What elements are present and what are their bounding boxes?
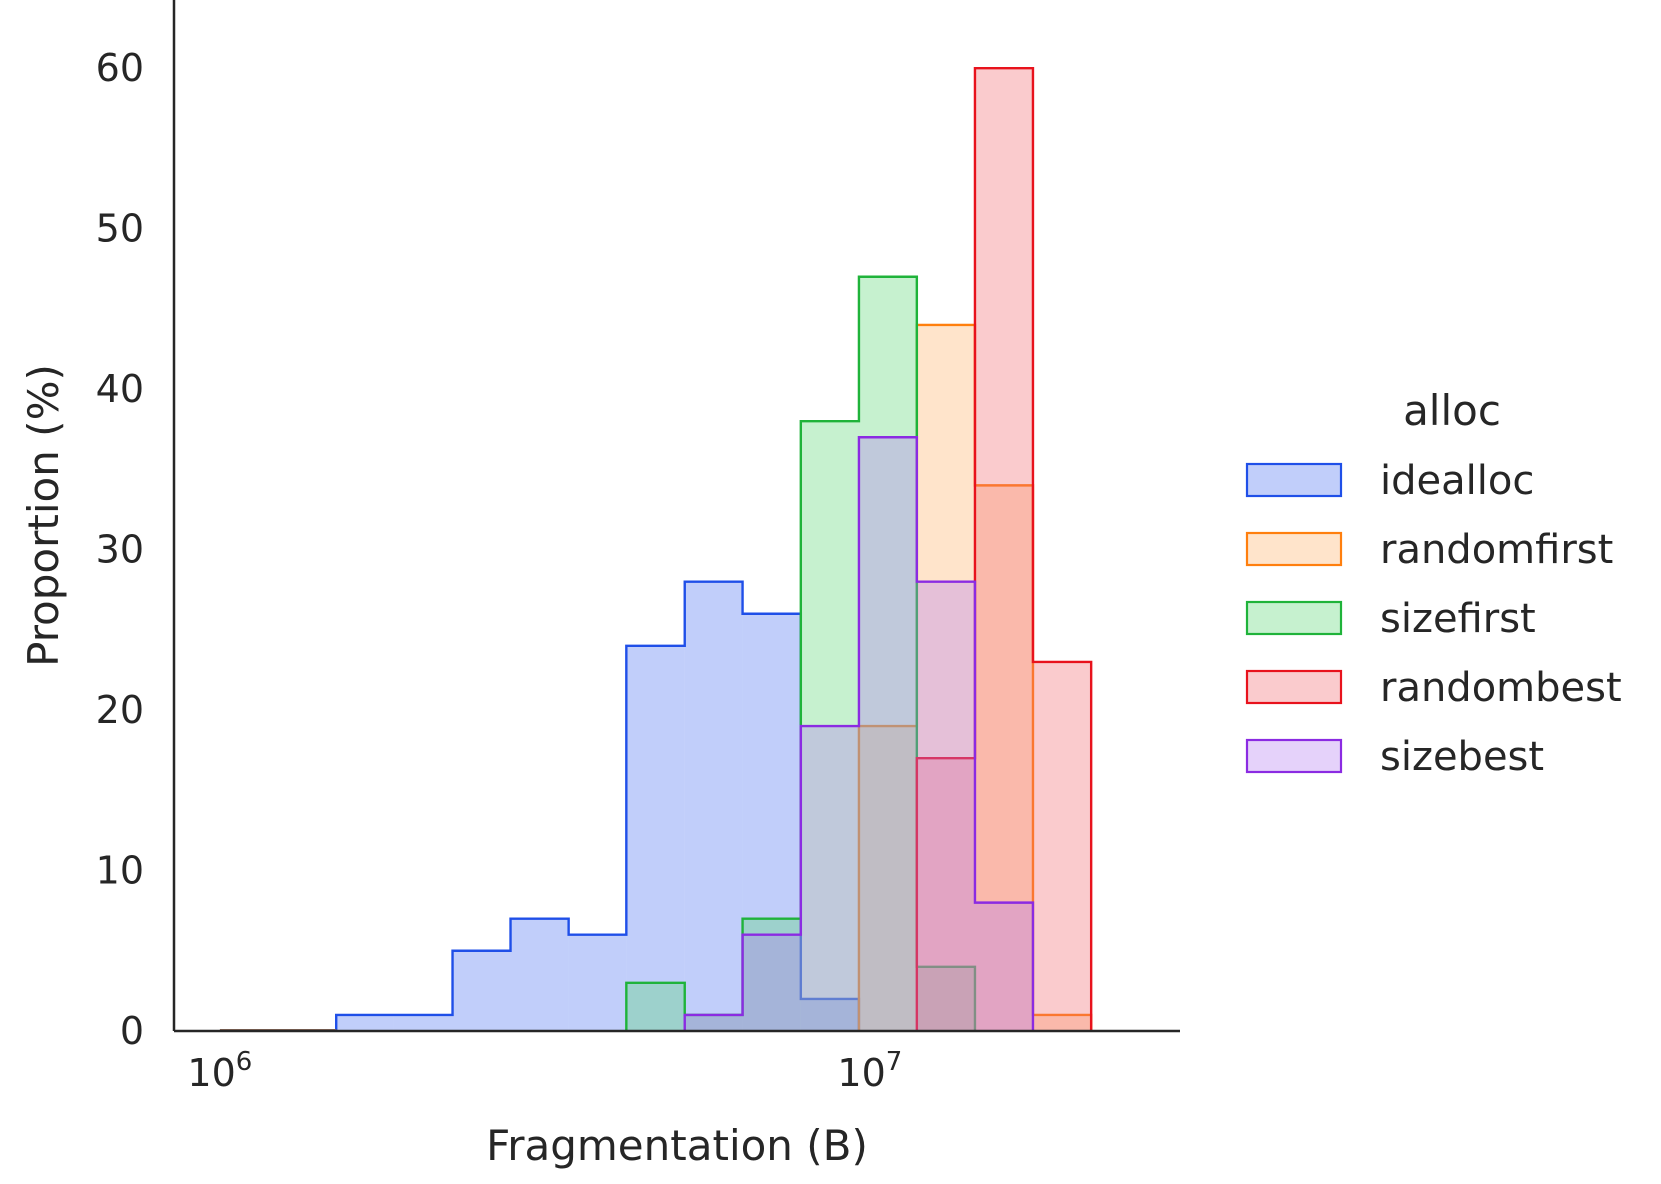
legend-swatch-idealloc bbox=[1245, 462, 1343, 498]
x-tick-label: 107 bbox=[837, 1047, 902, 1095]
axes bbox=[172, 0, 1180, 1033]
bar-randomfirst-13 bbox=[974, 485, 1033, 1031]
bar-sizebest-11 bbox=[858, 437, 917, 1031]
series-randomfirst bbox=[857, 323, 1093, 1031]
bar-sizefirst-12 bbox=[916, 966, 975, 1031]
series-idealloc bbox=[335, 580, 861, 1031]
series-sizebest bbox=[683, 436, 1035, 1031]
legend-label-sizefirst: sizefirst bbox=[1380, 596, 1536, 642]
bar-randombest-14 bbox=[1032, 661, 1092, 1031]
bar-sizefirst-9 bbox=[742, 918, 801, 1031]
bar-idealloc-5 bbox=[510, 918, 569, 1031]
legend-label-randombest: randombest bbox=[1380, 665, 1622, 711]
y-tick-label: 50 bbox=[96, 207, 144, 251]
bar-idealloc-10 bbox=[800, 998, 859, 1031]
legend-label-randomfirst: randomfirst bbox=[1380, 527, 1613, 573]
x-axis-title: Fragmentation (B) bbox=[486, 1121, 868, 1170]
y-tick-label: 0 bbox=[120, 1009, 144, 1053]
legend-swatch-randomfirst bbox=[1245, 531, 1343, 567]
bar-randombest-13 bbox=[974, 68, 1033, 1031]
bar-randomfirst-11 bbox=[858, 726, 917, 1031]
axis-labels: 0 10 20 30 40 50 60 106 107 Fragmentation (B) Prop… bbox=[19, 46, 902, 1170]
outline-randombest bbox=[915, 66, 1093, 1031]
bar-sizefirst-8 bbox=[684, 1014, 743, 1031]
y-tick-label: 30 bbox=[96, 528, 144, 572]
outline-sizebest bbox=[683, 436, 1035, 1031]
y-tick-label: 40 bbox=[96, 367, 144, 411]
bar-randomfirst-14 bbox=[1032, 1014, 1092, 1031]
bar-idealloc-2 bbox=[336, 1014, 394, 1031]
bar-sizefirst-11 bbox=[858, 276, 917, 1031]
legend: alloc idealloc randomfirst sizefirst randomb… bbox=[1245, 386, 1622, 780]
legend-label-sizebest: sizebest bbox=[1380, 734, 1544, 780]
bar-sizebest-13 bbox=[974, 902, 1033, 1031]
bar-idealloc-9 bbox=[742, 613, 801, 1031]
bar-idealloc-7 bbox=[626, 645, 685, 1031]
bar-idealloc-8 bbox=[684, 581, 743, 1031]
x-tick-label: 106 bbox=[187, 1047, 252, 1095]
legend-swatch-sizebest bbox=[1245, 738, 1343, 774]
legend-label-idealloc: idealloc bbox=[1380, 458, 1534, 504]
bar-sizebest-10 bbox=[800, 726, 859, 1031]
bar-randomfirst-12 bbox=[916, 324, 975, 1031]
y-tick-label: 10 bbox=[96, 849, 144, 893]
bar-randombest-12 bbox=[916, 758, 975, 1031]
bar-idealloc-6 bbox=[568, 934, 627, 1031]
bar-sizebest-9 bbox=[742, 934, 801, 1031]
bar-idealloc-4 bbox=[452, 950, 511, 1031]
bar-sizefirst-7 bbox=[626, 982, 685, 1031]
y-tick-label: 20 bbox=[96, 688, 144, 732]
y-axis-title: Proportion (%) bbox=[19, 364, 68, 667]
series-randombest bbox=[915, 66, 1093, 1031]
legend-swatch-randombest bbox=[1245, 669, 1343, 705]
histogram-bars bbox=[219, 66, 1093, 1031]
legend-swatch-sizefirst bbox=[1245, 600, 1343, 636]
bar-sizebest-8 bbox=[684, 1014, 743, 1031]
bar-idealloc-3 bbox=[393, 1014, 453, 1031]
y-tick-label: 60 bbox=[96, 46, 144, 90]
legend-title: alloc bbox=[1403, 386, 1501, 435]
bar-sizebest-12 bbox=[916, 581, 975, 1031]
